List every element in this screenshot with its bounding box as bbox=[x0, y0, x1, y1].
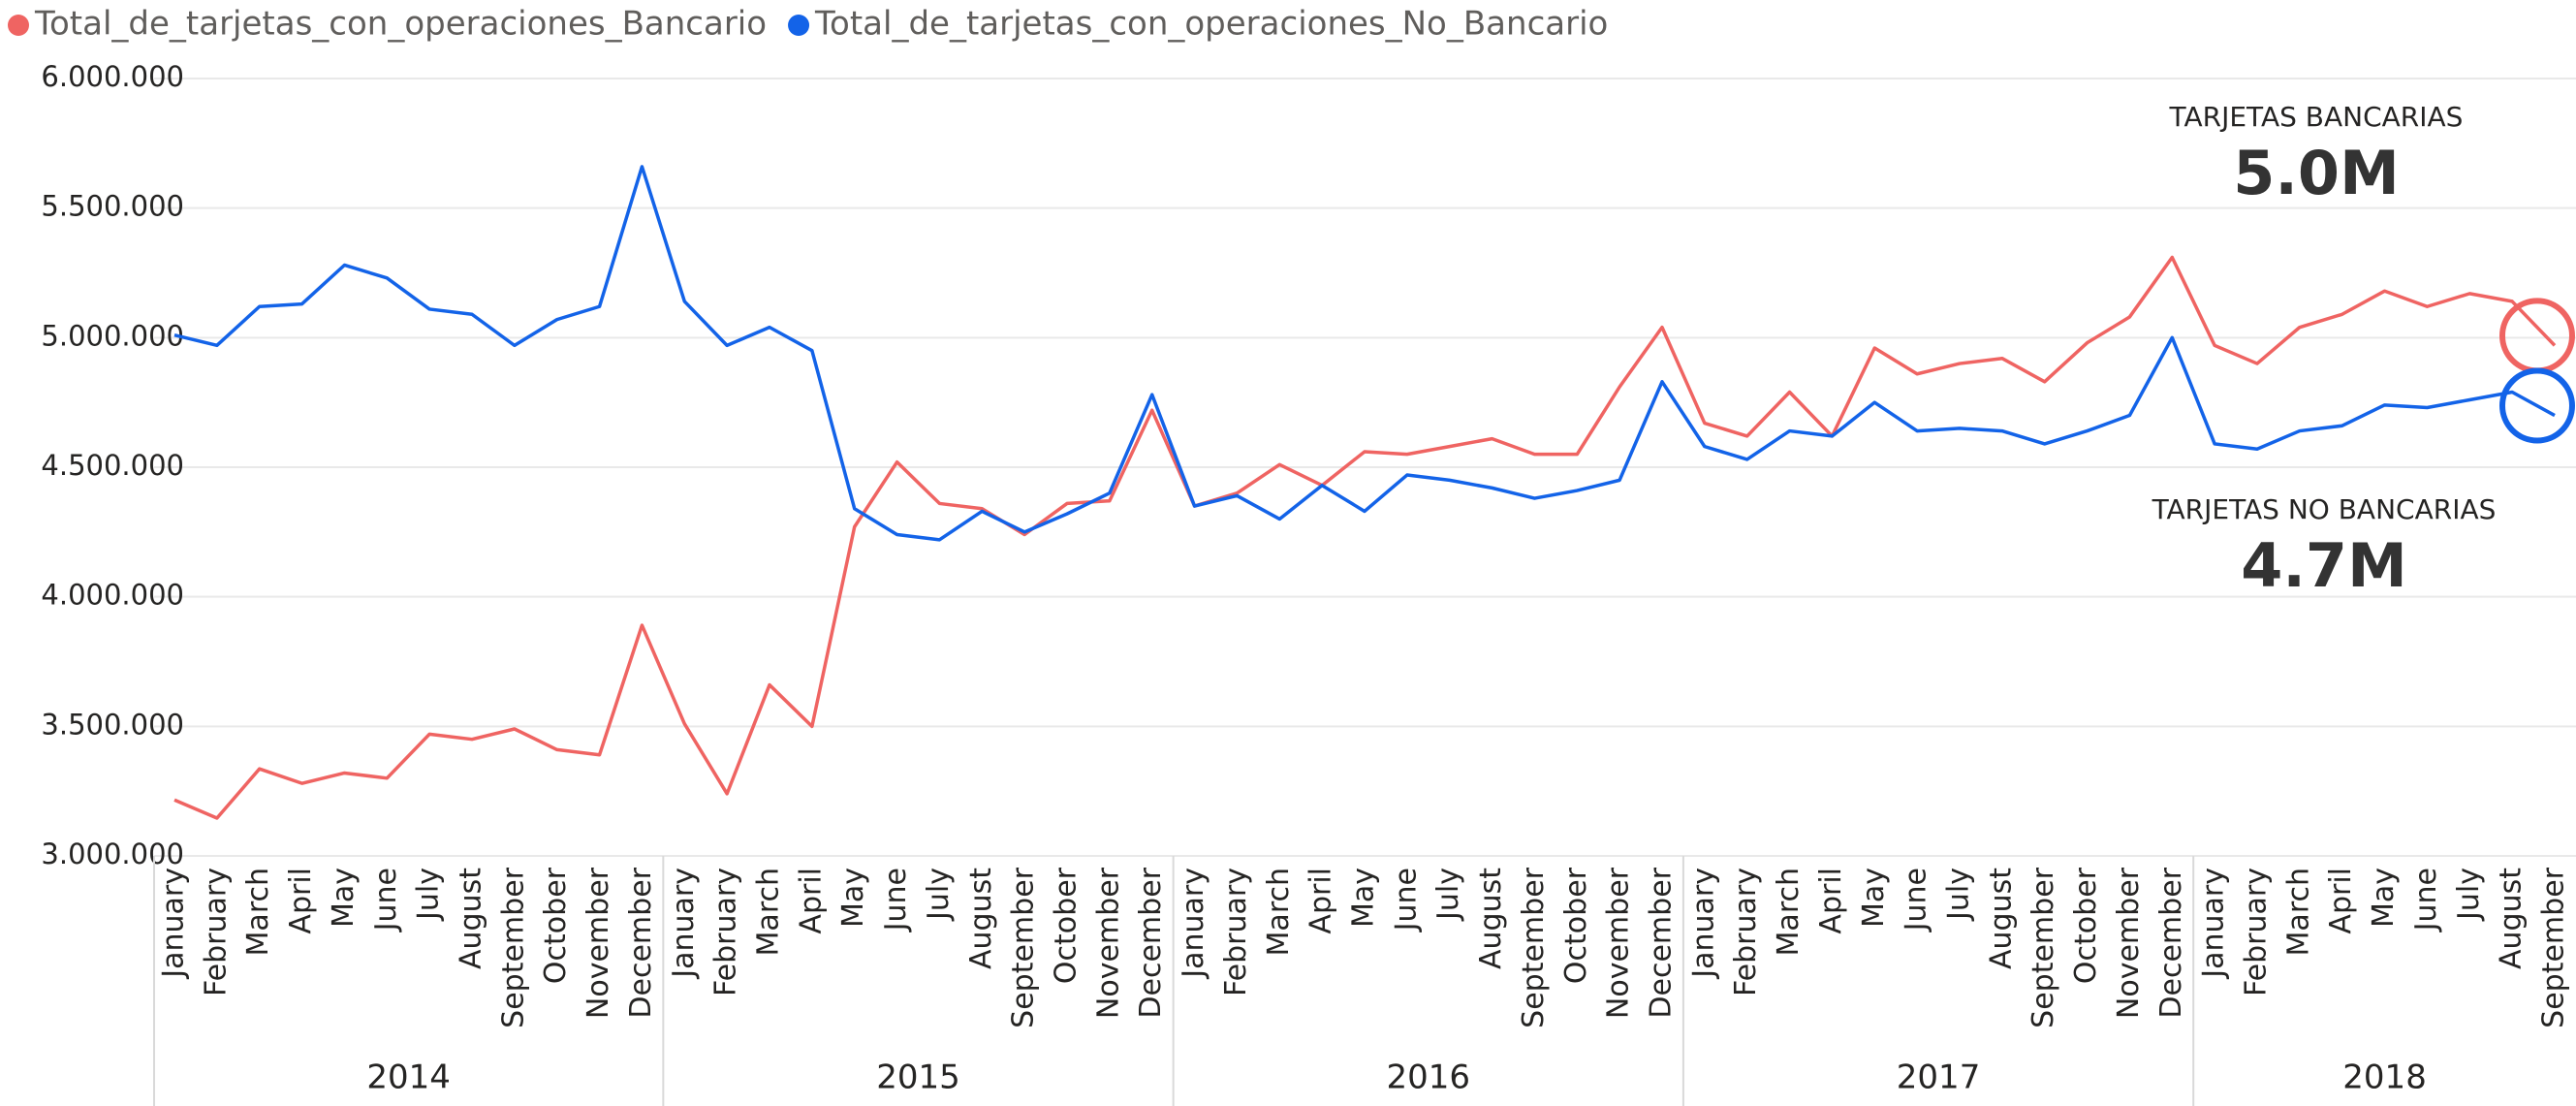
card-title: TARJETAS BANCARIAS bbox=[2169, 101, 2464, 133]
card-value: 4.7M bbox=[2241, 530, 2407, 601]
x-tick-label: November bbox=[2112, 867, 2146, 1019]
x-tick-label: September bbox=[2537, 867, 2571, 1027]
x-tick-label: March bbox=[752, 868, 786, 956]
x-tick-label: December bbox=[624, 867, 658, 1018]
x-tick-label: August bbox=[2495, 868, 2529, 969]
x-tick-label: December bbox=[2154, 867, 2188, 1018]
end-marker bbox=[2499, 298, 2575, 374]
x-tick-label: March bbox=[2281, 868, 2315, 956]
legend-marker bbox=[8, 15, 29, 36]
x-tick-label: August bbox=[455, 868, 488, 969]
card-value: 5.0M bbox=[2233, 138, 2400, 208]
x-tick-label: March bbox=[1262, 868, 1296, 956]
x-tick-label: May bbox=[1857, 868, 1891, 928]
x-tick-label: July bbox=[922, 868, 956, 922]
x-tick-label: April bbox=[1814, 868, 1848, 934]
y-tick-label: 4.500.000 bbox=[41, 449, 184, 482]
x-tick-label: May bbox=[2367, 868, 2401, 928]
x-tick-label: December bbox=[1645, 867, 1679, 1018]
x-tick-label: October bbox=[2069, 867, 2103, 984]
y-tick-label: 4.000.000 bbox=[41, 579, 184, 612]
x-tick-label: June bbox=[1389, 868, 1423, 932]
year-label: 2014 bbox=[366, 1059, 451, 1097]
x-tick-label: July bbox=[2452, 868, 2486, 922]
year-label: 2015 bbox=[876, 1059, 960, 1097]
x-tick-label: October bbox=[539, 867, 573, 984]
series-line bbox=[173, 255, 2557, 820]
x-tick-label: June bbox=[879, 868, 913, 932]
end-marker bbox=[2499, 367, 2575, 444]
x-tick-label: June bbox=[369, 868, 403, 932]
x-tick-label: June bbox=[1900, 868, 1933, 932]
x-tick-label: November bbox=[1091, 867, 1125, 1019]
x-tick-label: January bbox=[157, 868, 191, 980]
x-tick-label: April bbox=[284, 868, 318, 934]
x-tick-label: February bbox=[1729, 868, 1763, 996]
series-line bbox=[173, 165, 2556, 542]
x-tick-label: July bbox=[1431, 868, 1465, 922]
card-title: TARJETAS NO BANCARIAS bbox=[2152, 493, 2497, 525]
year-label: 2016 bbox=[1387, 1059, 1471, 1097]
x-tick-label: January bbox=[1177, 868, 1210, 980]
x-tick-label: August bbox=[964, 868, 998, 969]
legend-label: Total_de_tarjetas_con_operaciones_Bancar… bbox=[34, 5, 767, 44]
x-tick-label: May bbox=[327, 868, 361, 928]
x-tick-label: April bbox=[1304, 868, 1338, 934]
x-tick-label: February bbox=[1219, 868, 1253, 996]
y-tick-label: 3.500.000 bbox=[41, 708, 184, 741]
x-tick-label: February bbox=[2240, 868, 2274, 996]
x-tick-label: September bbox=[2026, 867, 2060, 1027]
x-tick-label: January bbox=[1686, 868, 1720, 980]
legend-label: Total_de_tarjetas_con_operaciones_No_Ban… bbox=[814, 5, 1608, 44]
x-tick-label: September bbox=[1517, 867, 1551, 1027]
x-tick-label: July bbox=[412, 868, 446, 922]
y-tick-label: 5.000.000 bbox=[41, 319, 184, 352]
x-tick-label: February bbox=[199, 868, 233, 996]
x-tick-label: April bbox=[2324, 868, 2358, 934]
x-tick-label: July bbox=[1942, 868, 1976, 922]
x-tick-label: August bbox=[1474, 868, 1508, 969]
x-tick-label: March bbox=[241, 868, 275, 956]
legend-marker bbox=[788, 15, 810, 36]
x-tick-label: September bbox=[1007, 867, 1041, 1027]
x-tick-label: February bbox=[709, 868, 743, 996]
x-tick-label: November bbox=[581, 867, 615, 1019]
x-tick-label: May bbox=[836, 868, 870, 928]
y-tick-label: 6.000.000 bbox=[41, 60, 184, 93]
x-tick-label: January bbox=[667, 868, 701, 980]
x-tick-label: December bbox=[1134, 867, 1168, 1018]
x-tick-label: June bbox=[2409, 868, 2443, 932]
x-tick-label: January bbox=[2197, 868, 2231, 980]
x-tick-label: October bbox=[1559, 867, 1593, 984]
y-tick-label: 3.000.000 bbox=[41, 837, 184, 870]
x-tick-label: October bbox=[1050, 867, 1084, 984]
x-tick-label: November bbox=[1602, 867, 1636, 1019]
x-tick-label: April bbox=[794, 868, 828, 934]
year-label: 2018 bbox=[2342, 1059, 2427, 1097]
y-tick-label: 5.500.000 bbox=[41, 190, 184, 223]
x-tick-label: August bbox=[1984, 868, 2018, 969]
x-tick-label: September bbox=[496, 867, 530, 1027]
year-label: 2017 bbox=[1897, 1059, 1981, 1097]
x-tick-label: March bbox=[1772, 868, 1806, 956]
x-tick-label: May bbox=[1347, 868, 1381, 928]
